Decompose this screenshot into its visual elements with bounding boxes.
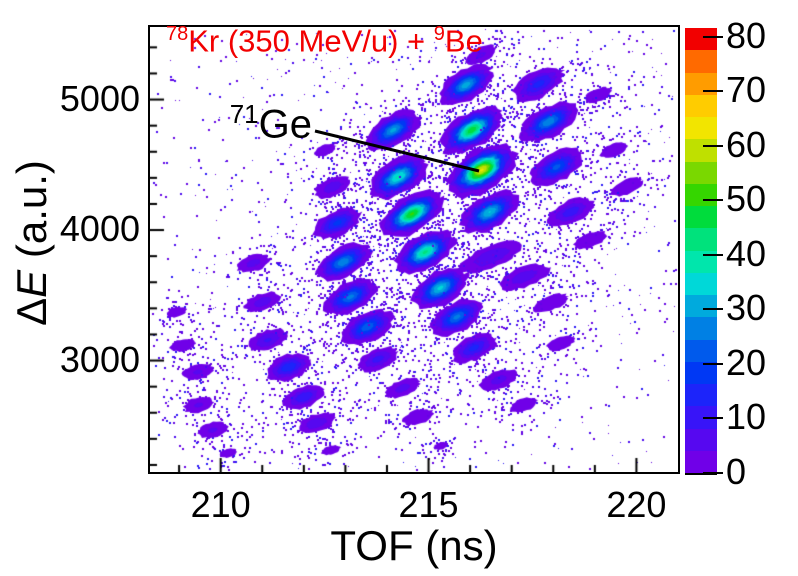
y-axis-title-e: E	[8, 269, 55, 298]
x-tick-label-210: 210	[190, 484, 251, 525]
colorbar-band	[685, 272, 717, 295]
colorbar-band	[685, 361, 717, 384]
colorbar-band	[685, 317, 717, 340]
isotope-annotation-mass: 71	[229, 99, 259, 129]
colorbar-label-30: 30	[726, 287, 767, 329]
reaction-title: 78Kr (350 MeV/u) + 9Be	[166, 23, 483, 59]
x-axis-title: TOF (ns)	[330, 522, 498, 569]
colorbar-label-60: 60	[726, 123, 767, 165]
colorbar-band	[685, 72, 717, 95]
colorbar-tick	[703, 199, 723, 202]
colorbar-tick	[703, 35, 723, 38]
y-axis-title-delta: Δ	[8, 297, 55, 326]
y-tick-label-3000: 3000	[59, 338, 140, 380]
colorbar-band	[685, 450, 717, 473]
x-tick-label-220: 220	[606, 484, 667, 525]
colorbar-band	[685, 295, 717, 318]
y-tick-label-5000: 5000	[59, 77, 140, 119]
colorbar-label-50: 50	[726, 178, 767, 220]
colorbar-band	[685, 139, 717, 162]
colorbar-band	[685, 228, 717, 251]
isotope-annotation: 71Ge	[190, 99, 312, 147]
x-tick-label-215: 215	[398, 484, 459, 525]
colorbar-band	[685, 161, 717, 184]
colorbar	[685, 28, 717, 475]
y-tick-label-4000: 4000	[59, 208, 140, 250]
colorbar-label-80: 80	[726, 14, 767, 56]
colorbar-band	[685, 384, 717, 407]
colorbar-band	[685, 428, 717, 451]
colorbar-label-0: 0	[726, 451, 747, 493]
colorbar-band	[685, 94, 717, 117]
colorbar-label-70: 70	[726, 69, 767, 111]
colorbar-tick	[703, 308, 723, 311]
reaction-title-sup1: 78	[166, 23, 189, 45]
colorbar-tick	[703, 362, 723, 365]
plot-frame: 78Kr (350 MeV/u) + 9Be 71Ge	[148, 23, 680, 474]
colorbar-band	[685, 339, 717, 362]
isotope-annotation-symbol: Ge	[258, 102, 312, 147]
colorbar-band	[685, 206, 717, 229]
heatmap-canvas	[150, 27, 678, 472]
colorbar-tick	[703, 144, 723, 147]
colorbar-band	[685, 250, 717, 273]
colorbar-tick	[703, 253, 723, 256]
colorbar-label-20: 20	[726, 342, 767, 384]
colorbar-band	[685, 28, 717, 51]
reaction-title-sup2: 9	[433, 23, 445, 45]
colorbar-band	[685, 50, 717, 73]
colorbar-tick	[703, 417, 723, 420]
colorbar-tick	[703, 472, 723, 474]
colorbar-band	[685, 183, 717, 206]
reaction-title-main1: Kr (350 MeV/u) +	[188, 23, 434, 59]
colorbar-label-40: 40	[726, 233, 767, 275]
colorbar-tick	[703, 90, 723, 93]
colorbar-band	[685, 406, 717, 429]
colorbar-label-10: 10	[726, 396, 767, 438]
colorbar-band	[685, 117, 717, 140]
reaction-title-main2: Be	[444, 23, 483, 59]
